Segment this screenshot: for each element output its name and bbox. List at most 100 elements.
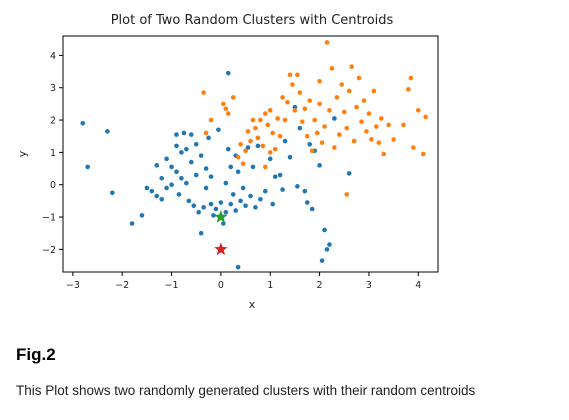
scatter-point-series-2 — [267, 108, 273, 113]
scatter-point-series-1 — [174, 132, 179, 137]
scatter-point-series-1 — [179, 175, 184, 181]
x-tick-label: −1 — [165, 280, 179, 291]
scatter-point-series-2 — [312, 117, 317, 123]
y-tick-label: −2 — [42, 245, 56, 256]
scatter-point-series-1 — [263, 188, 268, 194]
scatter-point-series-1 — [211, 213, 216, 218]
x-tick-label: 0 — [218, 280, 224, 291]
scatter-point-series-1 — [174, 143, 179, 149]
scatter-point-series-1 — [280, 187, 285, 192]
scatter-point-series-1 — [203, 166, 209, 171]
scatter-point-series-1 — [169, 164, 174, 170]
scatter-point-series-1 — [297, 125, 303, 131]
scatter-point-series-2 — [285, 99, 290, 105]
x-tick-label: −3 — [66, 280, 80, 291]
scatter-point-series-1 — [324, 247, 330, 252]
scatter-point-series-1 — [272, 174, 278, 179]
scatter-point-series-2 — [258, 117, 263, 123]
scatter-point-series-1 — [181, 130, 187, 136]
scatter-point-series-1 — [322, 227, 327, 233]
scatter-point-series-1 — [277, 172, 283, 178]
scatter-point-series-1 — [201, 205, 206, 210]
scatter-point-series-2 — [381, 151, 387, 157]
scatter-point-series-1 — [196, 209, 201, 215]
scatter-point-series-2 — [201, 90, 206, 95]
scatter-point-series-1 — [188, 159, 194, 165]
scatter-point-series-1 — [295, 184, 300, 189]
scatter-point-series-2 — [356, 75, 362, 81]
scatter-point-series-1 — [258, 196, 263, 202]
scatter-point-series-1 — [164, 185, 169, 191]
scatter-point-series-1 — [235, 169, 241, 175]
scatter-point-series-2 — [322, 124, 327, 129]
scatter-point-series-2 — [270, 130, 276, 136]
scatter-point-series-1 — [221, 221, 226, 226]
scatter-point-series-1 — [186, 198, 192, 204]
scatter-point-series-1 — [233, 208, 238, 213]
scatter-point-series-1 — [206, 135, 211, 141]
scatter-point-series-2 — [346, 88, 352, 94]
scatter-point-series-1 — [230, 192, 236, 197]
y-tick-label: −1 — [42, 213, 56, 224]
scatter-point-series-2 — [240, 161, 246, 166]
scatter-point-series-2 — [386, 122, 391, 128]
scatter-plot-figure: Plot of Two Random Clusters with Centroi… — [16, 13, 439, 311]
scatter-point-series-1 — [179, 150, 184, 155]
scatter-point-series-1 — [110, 190, 115, 196]
scatter-point-series-2 — [245, 129, 251, 134]
x-tick-label: 1 — [267, 280, 273, 291]
scatter-point-series-2 — [391, 137, 396, 142]
scatter-point-series-2 — [329, 66, 335, 71]
scatter-point-series-1 — [228, 201, 234, 207]
scatter-point-series-2 — [351, 138, 357, 144]
scatter-point-series-1 — [218, 200, 224, 205]
scatter-point-series-2 — [332, 145, 337, 150]
scatter-point-series-2 — [307, 98, 313, 103]
scatter-point-series-2 — [230, 95, 236, 100]
plot-area-frame — [62, 35, 439, 273]
scatter-point-series-1 — [144, 185, 150, 191]
scatter-point-series-1 — [270, 201, 276, 207]
scatter-point-series-1 — [164, 156, 169, 162]
scatter-point-series-2 — [290, 82, 295, 87]
scatter-point-series-1 — [129, 221, 135, 226]
scatter-point-series-2 — [253, 125, 258, 131]
scatter-point-series-1 — [80, 120, 86, 126]
scatter-point-series-2 — [272, 146, 278, 152]
scatter-point-series-2 — [324, 40, 330, 45]
chart-title: Plot of Two Random Clusters with Centroi… — [111, 13, 394, 28]
centroid-markers — [214, 210, 228, 256]
x-tick-label: 2 — [317, 280, 323, 291]
x-axis-label: x — [249, 298, 256, 311]
scatter-point-series-1 — [228, 164, 234, 170]
figure-caption-text: This Plot shows two randomly generated c… — [16, 383, 476, 398]
scatter-point-series-1 — [216, 127, 221, 133]
scatter-point-series-2 — [267, 150, 273, 155]
x-tick-label: 3 — [366, 280, 372, 291]
scatter-point-series-2 — [282, 117, 288, 123]
scatter-point-series-2 — [287, 72, 293, 78]
scatter-point-series-2 — [263, 111, 268, 116]
scatter-point-series-2 — [423, 114, 428, 120]
scatter-point-series-1 — [193, 142, 199, 147]
scatter-point-series-2 — [378, 116, 384, 121]
scatter-point-series-2 — [208, 117, 214, 123]
scatter-point-series-2 — [302, 106, 308, 112]
scatter-point-series-1 — [255, 143, 261, 149]
scatter-point-series-1 — [346, 171, 352, 176]
scatter-point-series-2 — [415, 108, 421, 113]
scatter-point-series-2 — [250, 117, 256, 123]
scatter-point-series-1 — [159, 175, 164, 181]
y-axis-ticks: −2 −1 0 1 2 3 4 — [42, 51, 63, 256]
scatter-point-series-1 — [223, 180, 229, 186]
centroid-star-2 — [214, 242, 228, 256]
scatter-point-series-2 — [406, 87, 411, 92]
x-tick-label: 4 — [415, 280, 421, 291]
scatter-point-series-1 — [193, 172, 199, 178]
scatter-point-series-1 — [154, 163, 160, 168]
scatter-point-series-1 — [149, 188, 155, 194]
scatter-point-series-1 — [304, 200, 310, 205]
scatter-point-series-1 — [174, 169, 179, 175]
scatter-point-series-1 — [267, 156, 273, 162]
scatter-points — [80, 40, 428, 270]
